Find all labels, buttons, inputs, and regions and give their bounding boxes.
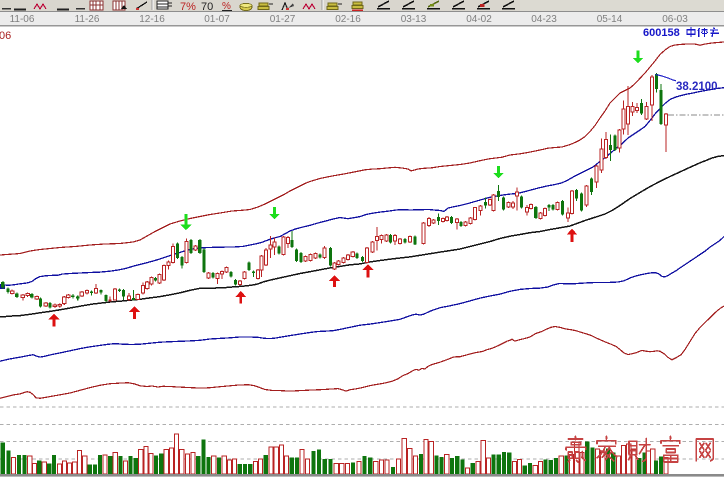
svg-text:38.2100: 38.2100 (676, 81, 718, 93)
svg-text:06: 06 (0, 30, 11, 42)
svg-text:11-26: 11-26 (75, 14, 100, 25)
svg-text:12-16: 12-16 (139, 14, 165, 25)
svg-text:600158: 600158 (643, 27, 680, 39)
svg-text:11-06: 11-06 (10, 14, 35, 25)
svg-text:7%: 7% (180, 1, 196, 13)
svg-text:03-13: 03-13 (401, 14, 427, 25)
svg-text:70: 70 (201, 1, 213, 13)
svg-text:01-07: 01-07 (204, 14, 230, 25)
svg-text:%: % (222, 1, 231, 12)
svg-text:05-14: 05-14 (597, 14, 623, 25)
svg-text:06-03: 06-03 (662, 14, 688, 25)
svg-text:02-16: 02-16 (335, 14, 361, 25)
svg-text:04-02: 04-02 (466, 14, 492, 25)
svg-text:04-23: 04-23 (531, 14, 557, 25)
svg-text:01-27: 01-27 (270, 14, 296, 25)
